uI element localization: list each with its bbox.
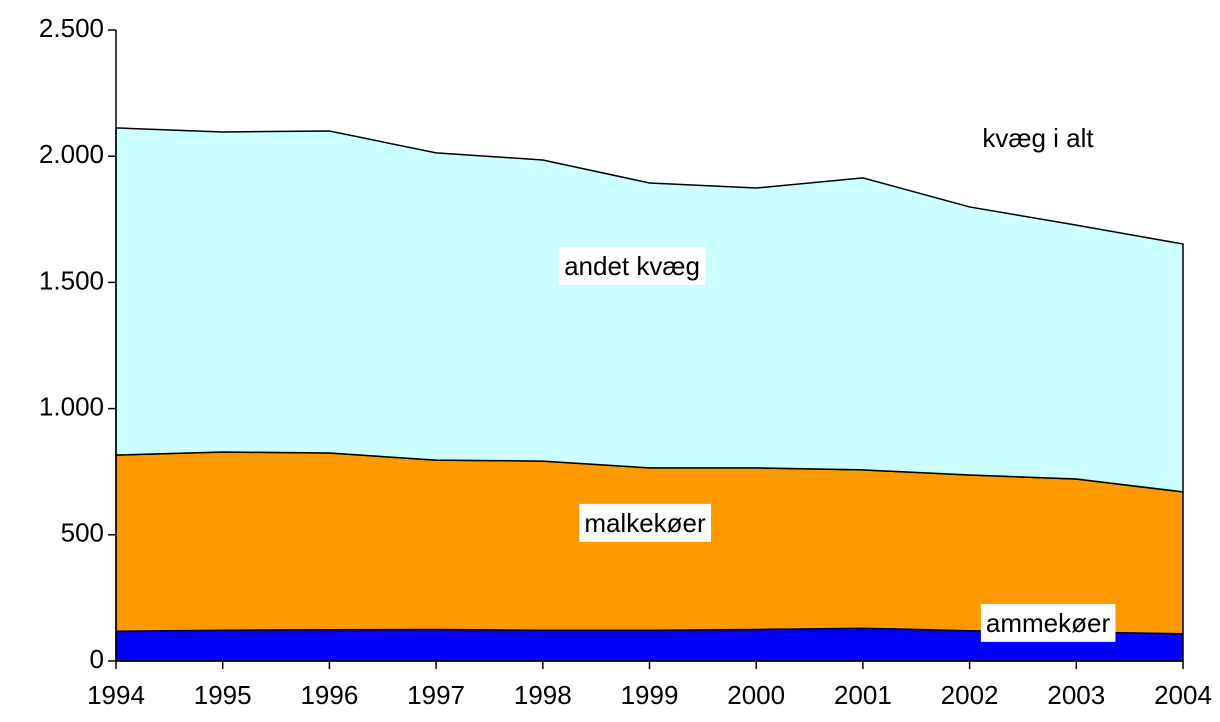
x-tick-label: 2000 — [727, 680, 785, 710]
y-tick-label: 1.000 — [39, 391, 104, 421]
x-tick-label: 2001 — [834, 680, 892, 710]
y-tick-label: 0 — [90, 644, 104, 674]
y-tick-label: 500 — [61, 518, 104, 548]
x-tick-label: 2004 — [1154, 680, 1212, 710]
y-tick-label: 2.500 — [39, 13, 104, 43]
x-tick-label: 2002 — [941, 680, 999, 710]
x-tick-label: 1998 — [514, 680, 572, 710]
x-tick-label: 1997 — [407, 680, 465, 710]
x-tick-label: 2003 — [1047, 680, 1105, 710]
x-tick-label: 1999 — [621, 680, 679, 710]
x-tick-label: 1995 — [194, 680, 252, 710]
y-tick-label: 1.500 — [39, 265, 104, 295]
area-label: kvæg i alt — [982, 123, 1094, 153]
label-background — [559, 246, 705, 285]
area — [115, 127, 1184, 493]
x-tick-label: 1996 — [300, 680, 358, 710]
label-background — [980, 603, 1116, 642]
area-label: andet kvæg — [564, 251, 700, 281]
x-tick-label: 1994 — [87, 680, 145, 710]
area-label: ammekøer — [986, 608, 1111, 638]
y-tick-label: 2.000 — [39, 139, 104, 169]
area-label: malkekøer — [584, 508, 706, 538]
label-background — [579, 503, 712, 542]
